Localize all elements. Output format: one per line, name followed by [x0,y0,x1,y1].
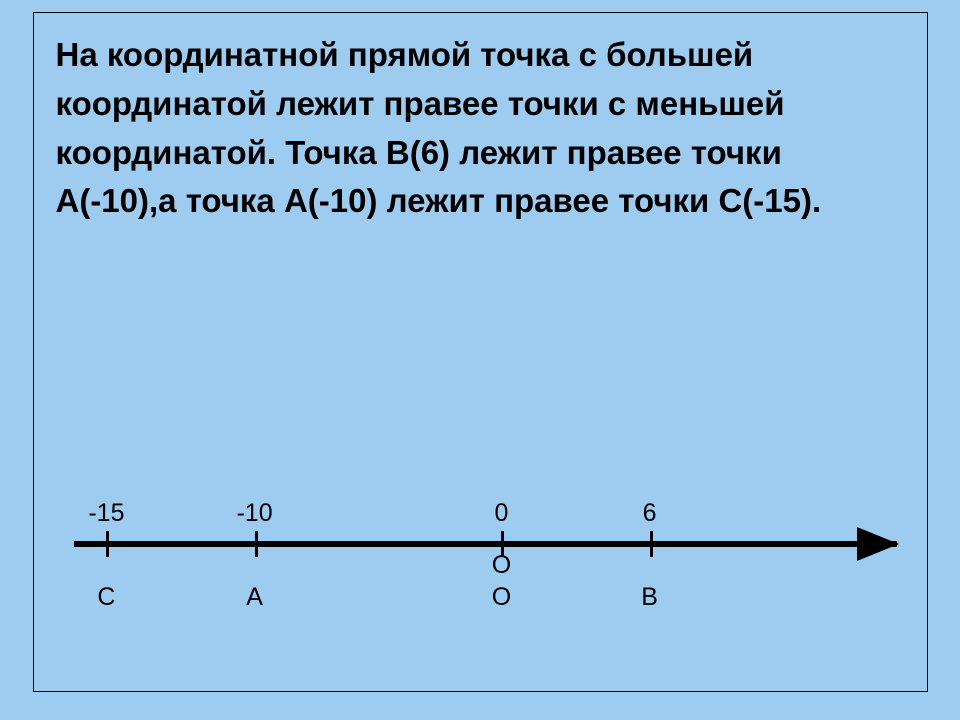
tick-c [106,531,109,557]
point-label-o: О [492,583,511,612]
value-label-c: -15 [88,499,124,528]
point-label-c: С [97,583,115,612]
value-label-b: 6 [643,499,657,528]
content-frame: На координатной прямой точка с большей к… [33,12,928,692]
value-label-a: -10 [236,499,272,528]
tick-b [650,531,653,557]
value-label-o: 0 [495,499,509,528]
arrowhead-icon [857,527,899,561]
tick-a [255,531,258,557]
axis-line [74,541,897,547]
explanation-text: На координатной прямой точка с большей к… [34,13,927,226]
number-line: -15 С -10 А 0 О О 6 В [74,501,897,621]
point-label-b: В [641,583,658,612]
origin-letter: О [492,551,511,580]
point-label-a: А [246,583,263,612]
